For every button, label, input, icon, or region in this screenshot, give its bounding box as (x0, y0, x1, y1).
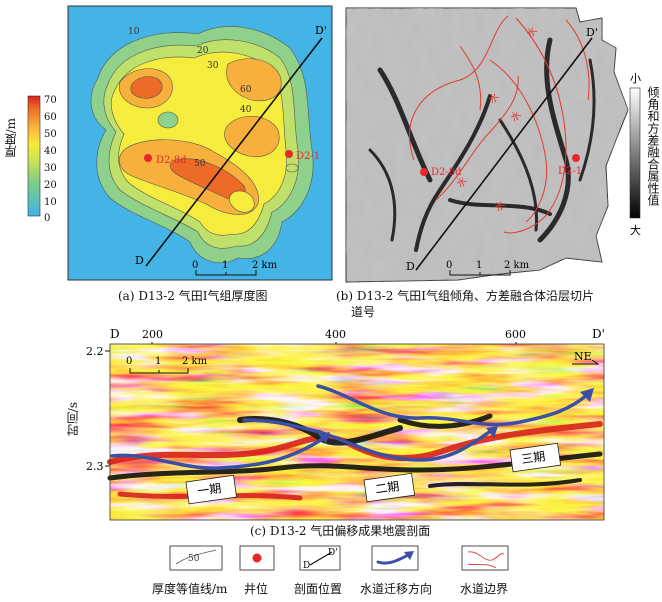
cbar-tick-30: 30 (44, 163, 57, 174)
legend-samples: 50 D D' (169, 545, 509, 571)
migration-arrowheads (318, 388, 594, 444)
scale-tick-0-c: 0 (126, 356, 132, 367)
stage-label-3: 三期 (520, 449, 546, 466)
section-start-label-a: D (135, 254, 144, 267)
contour-label-10: 10 (128, 27, 140, 37)
trace-tick-600: 600 (505, 328, 526, 341)
scale-tick-2-b: 2 km (504, 260, 530, 271)
caption-a: (a) D13-2 气田Ⅰ气组厚度图 (118, 289, 268, 303)
direction-arrow (572, 359, 600, 365)
panel-a: 10 20 30 40 50 60 D D' D2-8d D2-1 0 1 2 … (0, 0, 340, 320)
migration-arrows (110, 384, 590, 470)
well-label-d2-8d-a: D2-8d (156, 155, 187, 166)
well-d2-1-a (285, 150, 293, 158)
scale-tick-1-b: 1 (476, 260, 482, 271)
colorbar-title-a: 厚度/m (4, 118, 18, 158)
scale-bar-a (195, 270, 257, 276)
channel-boundaries (409, 15, 590, 234)
scale-tick-0-b: 0 (446, 260, 452, 271)
section-start-label-b: D (406, 260, 415, 273)
contour-label-60: 60 (240, 85, 252, 95)
legend-section-end: D' (328, 548, 338, 558)
legend-section-label: 剖面位置 (294, 582, 343, 596)
stage-box-1: 一期 (185, 474, 238, 505)
well-d2-8d-b (420, 168, 428, 176)
thickness-map: 10 20 30 40 50 60 D D' D2-8d D2-1 0 1 2 … (27, 5, 333, 281)
cbar-tick-70: 70 (44, 95, 57, 106)
contour-label-30: 30 (207, 61, 219, 71)
y-axis-label-c: 时间/s (66, 402, 80, 437)
seismic-section: D D' 200 400 600 2.2 2.3 0 (86, 327, 605, 521)
colorbar-b (629, 87, 641, 219)
panel-c: D D' 200 400 600 2.2 2.3 0 (0, 320, 662, 538)
direction-label: NE (574, 350, 592, 363)
scale-bar-b (449, 270, 511, 276)
cbar-tick-50: 50 (44, 129, 57, 140)
cbar-tick-0: 0 (44, 213, 50, 224)
trace-tick-200: 200 (142, 328, 163, 341)
section-line-a (145, 37, 323, 267)
well-label-d2-8d-b: D2-8d (431, 167, 462, 178)
stage-label-2: 二期 (374, 479, 400, 496)
colorbar-title-b: 倾角和方差融合属性值 (646, 86, 660, 206)
well-d2-1-b (572, 154, 580, 162)
stage-box-2: 二期 (363, 472, 416, 503)
section-end-label-c: D' (592, 327, 605, 341)
y-tick-2-3: 2.3 (86, 460, 104, 473)
legend-contour-sample: 50 (188, 554, 200, 564)
attribute-slice: 水 水 水 水 水 D D' D2-8d D2-1 0 1 2 km 小 大 (345, 7, 641, 283)
stage-box-3: 三期 (509, 442, 562, 473)
cbar-tick-10: 10 (44, 197, 57, 208)
section-line-b (415, 37, 593, 271)
section-end-label-a: D' (315, 24, 327, 37)
scale-tick-1-a: 1 (222, 260, 228, 271)
scale-bar-c (129, 368, 189, 374)
legend-migration-label: 水道迁移方向 (360, 582, 433, 596)
scale-tick-1-c: 1 (155, 356, 161, 367)
section-end-label-b: D' (586, 26, 598, 39)
trace-tick-400: 400 (325, 328, 346, 341)
colorbar-bottom-label: 大 (630, 223, 641, 237)
stage-label-1: 一期 (196, 481, 222, 498)
contour-label-40: 40 (240, 105, 252, 115)
caption-b-line2: 道号 (351, 305, 376, 319)
well-label-d2-1-b: D2-1 (558, 166, 582, 177)
cbar-tick-20: 20 (44, 180, 57, 191)
y-tick-2-2: 2.2 (86, 345, 104, 358)
contour-label-50: 50 (194, 159, 206, 169)
well-d2-8d-a (144, 154, 152, 162)
legend-well-dot (252, 553, 262, 563)
caption-c: (c) D13-2 气田偏移成果地震剖面 (250, 524, 431, 538)
well-label-d2-1-a: D2-1 (296, 151, 320, 162)
scale-tick-2-c: 2 km (182, 356, 208, 367)
colorbar-ticks-a: 70 60 50 40 30 20 10 0 (44, 95, 57, 224)
colorbar-top-label: 小 (630, 72, 641, 85)
legend-boundary-label: 水道边界 (460, 582, 509, 596)
cbar-tick-40: 40 (44, 146, 57, 157)
legend-section-start: D (303, 561, 310, 571)
panel-b: 水 水 水 水 水 D D' D2-8d D2-1 0 1 2 km 小 大 倾… (336, 0, 662, 330)
contour-label-20: 20 (197, 46, 209, 56)
section-start-label-c: D (110, 327, 120, 341)
legend: 50 D D' 厚度等值线/m 井位 剖面位置 水道迁移方向 水道边界 (0, 542, 662, 602)
legend-well-label: 井位 (244, 582, 269, 596)
legend-contour-label: 厚度等值线/m (152, 582, 228, 596)
scale-tick-0-a: 0 (192, 260, 198, 271)
caption-b-line1: (b) D13-2 气田Ⅰ气组倾角、方差融合体沿层切片 (336, 289, 594, 303)
scale-tick-2-a: 2 km (252, 260, 278, 271)
colorbar-a (27, 95, 41, 217)
cbar-tick-60: 60 (44, 112, 57, 123)
